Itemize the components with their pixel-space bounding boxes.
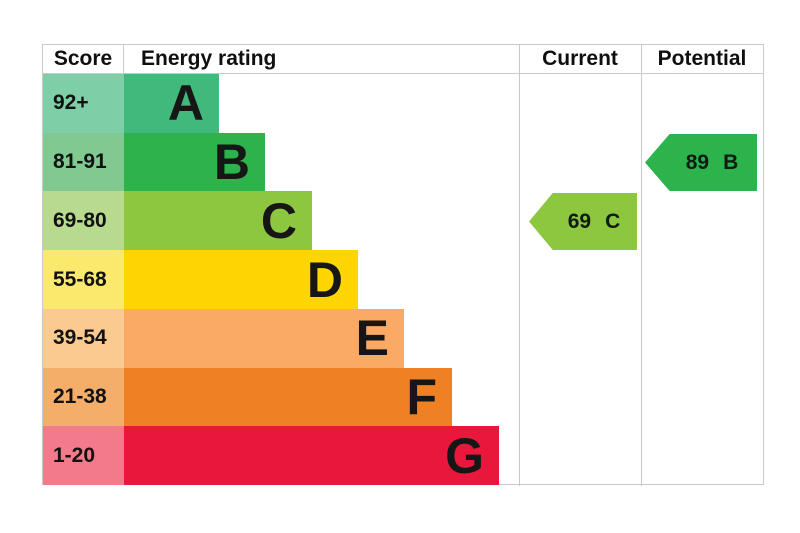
band-row-e: 39-54 E: [43, 308, 763, 368]
rating-bar-b: B: [124, 132, 265, 192]
band-row-g: 1-20 G: [43, 426, 763, 486]
score-cell: 39-54: [43, 308, 124, 368]
band-row-c: 69-80 C: [43, 191, 763, 251]
potential-score-value: 89: [685, 150, 710, 174]
divider-potential-column: [641, 45, 642, 486]
rating-bar-e: E: [124, 308, 404, 368]
divider-current-column: [519, 45, 520, 486]
rating-bar-a: A: [124, 74, 219, 133]
band-row-b: 81-91 B: [43, 132, 763, 192]
current-score-value: 69: [567, 209, 592, 233]
rating-bar-g: G: [124, 426, 499, 486]
score-cell: 69-80: [43, 191, 124, 251]
rating-bar-d: D: [124, 250, 358, 309]
header-potential: Potential: [657, 47, 747, 70]
current-rating-letter: C: [605, 209, 621, 233]
score-cell: 21-38: [43, 367, 124, 427]
header-score: Score: [43, 45, 124, 73]
potential-rating-letter: B: [723, 150, 739, 174]
score-cell: 81-91: [43, 132, 124, 192]
band-rows: 92+ A 81-91 B 69-80 C 55-68 D 39-54 E 21…: [43, 74, 763, 486]
current-rating-arrow: 69 C: [529, 193, 637, 250]
band-row-f: 21-38 F: [43, 367, 763, 427]
potential-rating-arrow: 89 B: [645, 134, 757, 191]
header-current: Current: [542, 47, 618, 70]
rating-bar-c: C: [124, 191, 312, 251]
score-cell: 55-68: [43, 250, 124, 309]
header-energy-rating: Energy rating: [141, 47, 277, 70]
band-row-a: 92+ A: [43, 74, 763, 133]
epc-rating-chart: Score Energy rating Current Potential 92…: [42, 44, 764, 486]
score-cell: 1-20: [43, 426, 124, 486]
table-header: Score Energy rating Current Potential: [43, 45, 763, 74]
score-cell: 92+: [43, 74, 124, 133]
band-row-d: 55-68 D: [43, 250, 763, 309]
rating-bar-f: F: [124, 367, 452, 427]
